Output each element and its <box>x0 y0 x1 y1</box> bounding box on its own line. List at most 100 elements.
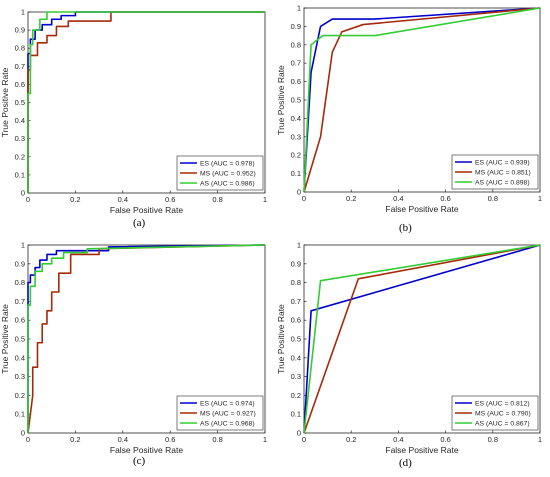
x-tick-label: 0.6 <box>440 194 450 203</box>
x-tick-label: 0.4 <box>118 435 128 444</box>
y-tick-label: 0.9 <box>15 259 25 268</box>
y-tick-label: 0 <box>297 429 301 438</box>
y-tick-label: 0.3 <box>15 134 25 143</box>
y-axis-label: True Positive Rate <box>0 67 10 137</box>
y-tick-label: 0.9 <box>15 26 25 35</box>
y-tick-label: 0 <box>21 189 25 198</box>
legend-entry: ES (AUC = 0.939) <box>475 160 530 167</box>
y-tick-label: 0.5 <box>15 98 25 107</box>
x-tick-label: 1 <box>263 195 267 204</box>
y-tick-label: 0.2 <box>291 151 301 160</box>
y-tick-label: 0.7 <box>15 62 25 71</box>
y-tick-label: 1 <box>21 8 25 17</box>
x-tick-label: 0.6 <box>165 435 175 444</box>
y-tick-label: 0.2 <box>15 152 25 161</box>
y-tick-label: 0.3 <box>291 132 301 141</box>
y-tick-label: 0.4 <box>291 114 301 123</box>
y-tick-label: 0.8 <box>15 278 25 287</box>
y-tick-label: 0 <box>21 429 25 438</box>
x-axis-label: False Positive Rate <box>110 205 183 215</box>
y-tick-label: 0.3 <box>15 372 25 381</box>
y-axis-label: True Positive Rate <box>276 304 286 374</box>
y-tick-label: 0.6 <box>291 316 301 325</box>
caption-b: (b) <box>399 222 412 234</box>
legend-entry: MS (AUC = 0.790) <box>475 411 531 418</box>
x-tick-label: 0 <box>302 194 306 203</box>
x-tick-label: 0.2 <box>346 194 356 203</box>
roc-line-es <box>27 244 266 433</box>
roc-panel-d: 0 0.2 0.4 0.6 0.8 1 0 0.1 0.2 0.3 0.4 0.5 0.6 0.7 0.8 0… <box>276 241 542 456</box>
roc-line-as <box>27 244 266 433</box>
y-tick-label: 0.1 <box>15 170 25 179</box>
roc-panel-a: 0 0.2 0.4 0.6 0.8 1 0 0.1 0.2 0.3 0.4 0.5 0.6 0.7 0.8 0… <box>0 8 267 216</box>
y-tick-label: 0.8 <box>15 44 25 53</box>
x-tick-label: 0.8 <box>212 195 222 204</box>
x-axis-label: False Positive Rate <box>110 445 183 455</box>
y-tick-label: 0.2 <box>15 391 25 400</box>
roc-panel-b: 0 0.2 0.4 0.6 0.8 1 0 0.1 0.2 0.3 0.4 0.5 0.6 0.7 0.8 0… <box>276 4 542 215</box>
y-tick-label: 0.6 <box>291 77 301 86</box>
legend-entry: MS (AUC = 0.851) <box>475 170 531 177</box>
legend-entry: AS (AUC = 0.986) <box>200 181 255 188</box>
x-tick-label: 1 <box>263 435 267 444</box>
y-tick-label: 0 <box>297 188 301 197</box>
y-tick-label: 0.2 <box>291 391 301 400</box>
y-axis-label: True Positive Rate <box>0 304 10 374</box>
y-tick-label: 0.1 <box>15 410 25 419</box>
legend-entry: AS (AUC = 0.898) <box>475 180 530 187</box>
roc-line-es <box>303 7 541 193</box>
y-tick-label: 0.4 <box>15 353 25 362</box>
y-tick-label: 0.9 <box>291 22 301 31</box>
x-tick-label: 1 <box>538 194 542 203</box>
y-tick-label: 0.1 <box>291 410 301 419</box>
y-tick-label: 0.3 <box>291 372 301 381</box>
y-tick-label: 0.6 <box>15 80 25 89</box>
y-tick-label: 0.6 <box>15 316 25 325</box>
y-tick-label: 1 <box>297 4 301 13</box>
legend-entry: AS (AUC = 0.968) <box>200 421 255 428</box>
y-axis-label: True Positive Rate <box>276 65 286 135</box>
legend-entry: ES (AUC = 0.974) <box>200 401 255 408</box>
x-tick-label: 0 <box>26 435 30 444</box>
caption-a: (a) <box>133 217 146 229</box>
y-tick-label: 0.8 <box>291 40 301 49</box>
y-tick-label: 0.8 <box>291 278 301 287</box>
legend-box <box>176 155 264 191</box>
roc-line-as <box>303 244 541 434</box>
caption-c: (c) <box>133 455 146 467</box>
roc-line-ms <box>27 244 266 434</box>
y-tick-label: 0.7 <box>15 297 25 306</box>
legend-entry: ES (AUC = 0.812) <box>475 401 530 408</box>
x-tick-label: 0.2 <box>70 195 80 204</box>
roc-line-ms <box>303 7 541 193</box>
y-tick-label: 0.4 <box>291 353 301 362</box>
y-tick-label: 1 <box>21 241 25 250</box>
x-tick-label: 0.4 <box>118 195 128 204</box>
x-tick-label: 0 <box>26 195 30 204</box>
legend-entry: AS (AUC = 0.867) <box>475 421 530 428</box>
y-tick-label: 0.7 <box>291 59 301 68</box>
roc-panel-c: 0 0.2 0.4 0.6 0.8 1 0 0.1 0.2 0.3 0.4 0.5 0.6 0.7 0.8 0… <box>0 241 267 456</box>
y-tick-label: 0.5 <box>291 96 301 105</box>
roc-line-as <box>303 7 541 193</box>
x-axis-label: False Positive Rate <box>385 445 458 455</box>
y-tick-label: 0.1 <box>291 169 301 178</box>
x-tick-label: 0.4 <box>393 194 403 203</box>
x-tick-label: 1 <box>538 435 542 444</box>
x-tick-label: 0.6 <box>165 195 175 204</box>
y-tick-label: 0.4 <box>15 116 25 125</box>
x-tick-label: 0.8 <box>488 435 498 444</box>
y-tick-label: 0.9 <box>291 259 301 268</box>
x-tick-label: 0.2 <box>346 435 356 444</box>
x-tick-label: 0.4 <box>393 435 403 444</box>
y-tick-label: 0.7 <box>291 297 301 306</box>
x-axis-label: False Positive Rate <box>385 204 458 214</box>
x-tick-label: 0.6 <box>440 435 450 444</box>
x-tick-label: 0 <box>302 435 306 444</box>
y-tick-label: 0.5 <box>291 335 301 344</box>
x-tick-label: 0.8 <box>212 435 222 444</box>
legend-entry: MS (AUC = 0.952) <box>200 171 256 178</box>
legend-entry: MS (AUC = 0.927) <box>200 411 256 418</box>
x-tick-label: 0.8 <box>488 194 498 203</box>
